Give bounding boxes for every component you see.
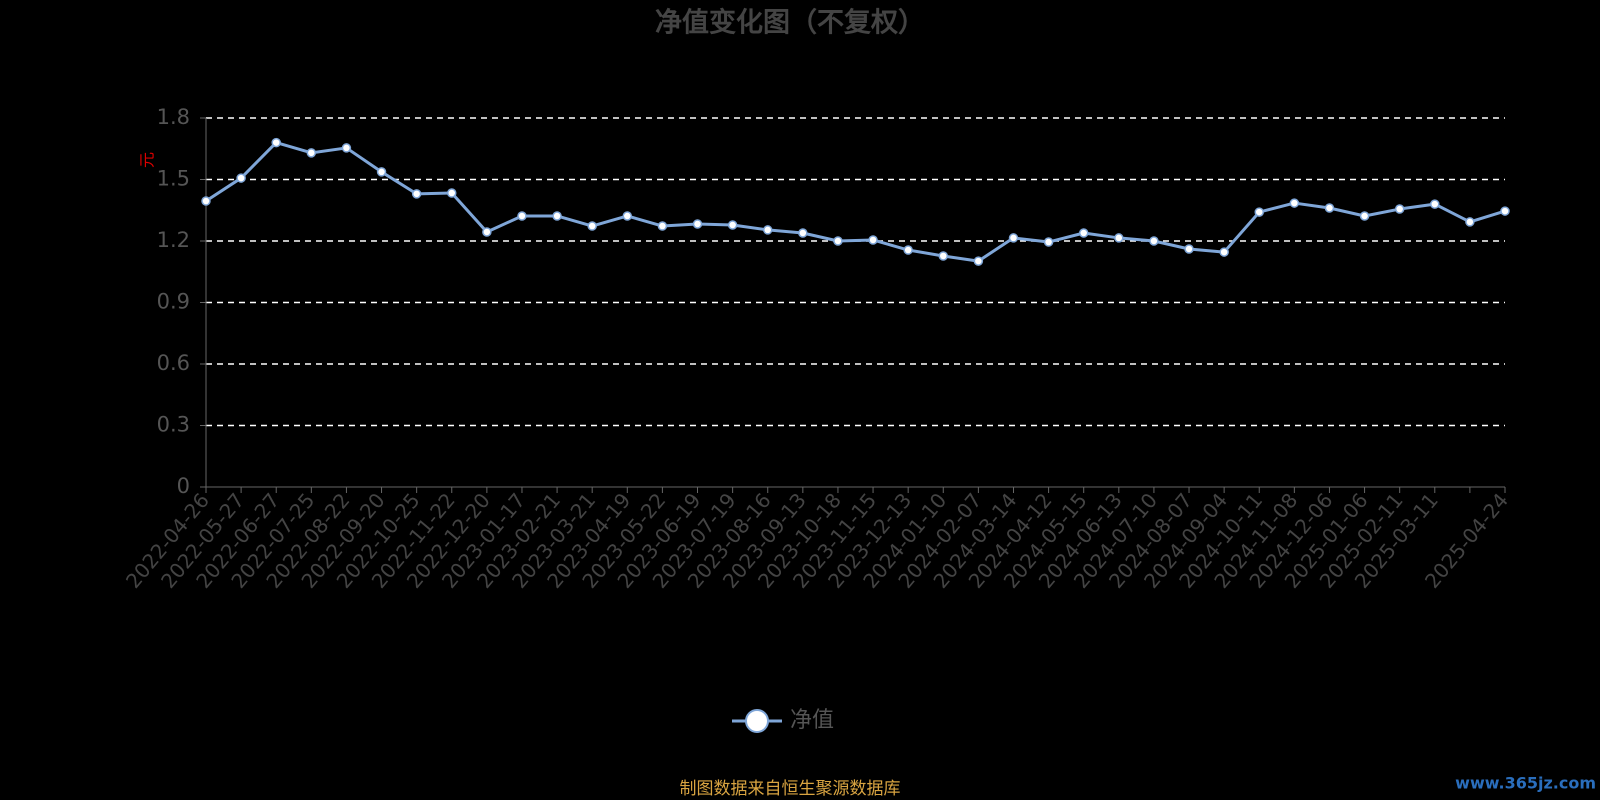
point-marker [727, 220, 738, 230]
point-marker [587, 221, 597, 231]
point-marker [868, 235, 878, 245]
point-marker [517, 211, 527, 221]
point-marker [692, 219, 703, 229]
point-marker [1114, 233, 1124, 243]
point-marker [1394, 204, 1405, 214]
y-tick-label: 0 [177, 474, 190, 498]
point-marker [1289, 198, 1300, 208]
point-marker [271, 137, 281, 148]
point-marker [1254, 207, 1264, 217]
point-marker [411, 189, 422, 199]
point-marker [306, 148, 317, 158]
point-marker [482, 227, 492, 237]
legend-label: 净值 [790, 708, 834, 733]
point-marker [1219, 247, 1229, 257]
point-marker [973, 256, 984, 266]
point-marker [622, 211, 633, 221]
point-marker [447, 188, 457, 198]
point-marker [938, 251, 949, 261]
point-marker [1043, 237, 1054, 247]
y-tick-label: 1.2 [157, 228, 190, 252]
point-marker [1430, 199, 1440, 209]
point-marker [1359, 211, 1370, 221]
point-marker [236, 173, 246, 183]
y-tick-label: 0.3 [157, 413, 190, 437]
point-marker [903, 245, 913, 255]
y-tick-label: 1.8 [157, 105, 190, 129]
point-marker [762, 225, 773, 235]
legend-marker [745, 709, 769, 733]
chart-title: 净值变化图（不复权） [655, 7, 925, 39]
y-tick-label: 0.9 [157, 290, 190, 314]
point-marker [1149, 236, 1159, 246]
y-tick-label: 1.5 [157, 167, 190, 191]
watermark: www.365jz.com [1455, 774, 1596, 793]
point-marker [1500, 206, 1510, 216]
point-marker [657, 221, 668, 231]
point-marker [341, 143, 352, 153]
y-tick-label: 0.6 [157, 351, 190, 375]
point-marker [798, 228, 808, 238]
point-marker [1324, 203, 1335, 213]
point-marker [1465, 217, 1475, 227]
source-note: 制图数据来自恒生聚源数据库 [680, 779, 901, 799]
point-marker [552, 211, 562, 221]
point-marker [1078, 228, 1089, 238]
point-marker [201, 196, 211, 206]
series-line [205, 141, 1506, 263]
point-marker [1008, 233, 1019, 243]
point-marker [376, 167, 387, 177]
y-axis-label: 元 [138, 152, 157, 168]
point-marker [1184, 244, 1194, 254]
point-marker [833, 236, 843, 246]
